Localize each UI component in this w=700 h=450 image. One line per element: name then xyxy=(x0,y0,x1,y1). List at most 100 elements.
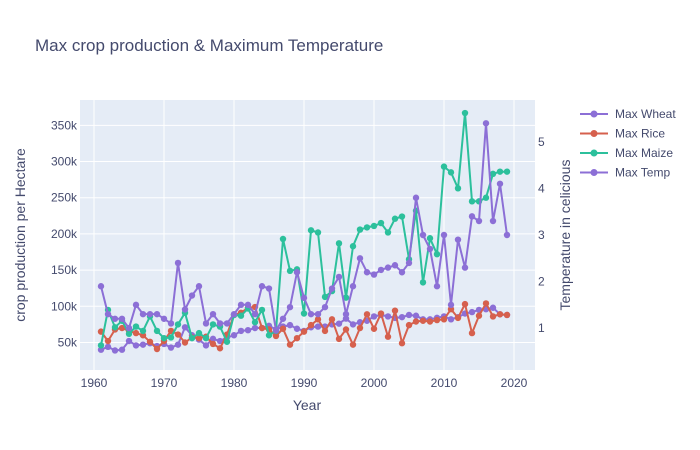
data-point xyxy=(391,307,399,314)
x-tick-label: 1980 xyxy=(221,376,248,390)
data-point xyxy=(195,283,203,290)
data-point xyxy=(496,180,504,187)
y-tick-label: 200k xyxy=(51,227,78,241)
data-point xyxy=(496,311,504,318)
data-point xyxy=(279,235,287,243)
data-point xyxy=(174,321,182,328)
legend-label: Max Wheat xyxy=(615,107,676,121)
data-point xyxy=(433,316,441,324)
data-point xyxy=(321,293,329,301)
data-point xyxy=(104,337,112,345)
data-point xyxy=(426,245,434,253)
data-point xyxy=(384,229,392,236)
x-tick-label: 2010 xyxy=(431,376,458,390)
y-axis-title: crop production per Hectare xyxy=(12,148,28,322)
data-point xyxy=(188,292,196,299)
legend-label: Max Maize xyxy=(615,146,673,160)
data-point xyxy=(405,259,413,267)
legend-swatch-marker xyxy=(590,169,598,176)
data-point xyxy=(328,316,336,323)
data-point xyxy=(349,243,357,250)
data-point xyxy=(258,306,266,314)
data-point xyxy=(489,217,497,225)
data-point xyxy=(139,341,147,348)
data-point xyxy=(209,340,217,348)
data-point xyxy=(454,236,462,243)
data-point xyxy=(370,222,378,230)
data-point xyxy=(300,294,308,302)
data-point xyxy=(370,325,378,332)
data-point xyxy=(286,267,294,275)
data-point xyxy=(244,301,252,309)
data-point xyxy=(258,324,266,332)
data-point xyxy=(447,301,455,309)
data-point xyxy=(202,334,210,342)
y-tick-label: 300k xyxy=(51,155,78,169)
data-point xyxy=(384,313,392,320)
data-point xyxy=(314,316,322,323)
data-point xyxy=(118,346,126,353)
data-point xyxy=(97,283,105,290)
data-point xyxy=(251,310,259,318)
legend-swatch-marker xyxy=(590,130,598,137)
data-point xyxy=(398,340,406,347)
data-point xyxy=(503,311,511,319)
data-point xyxy=(160,334,168,342)
data-point xyxy=(167,334,175,341)
data-point xyxy=(223,338,231,345)
data-point xyxy=(174,331,182,338)
legend-swatch-marker xyxy=(590,110,598,118)
data-point xyxy=(433,250,441,258)
data-point xyxy=(272,327,280,334)
data-point xyxy=(314,229,322,236)
data-point xyxy=(188,334,196,342)
data-point xyxy=(181,339,189,346)
legend-item[interactable]: Max Temp xyxy=(580,166,670,180)
data-point xyxy=(216,337,224,345)
data-point xyxy=(237,312,245,319)
data-point xyxy=(118,324,126,332)
data-point xyxy=(349,283,357,290)
data-point xyxy=(468,329,476,337)
data-point xyxy=(475,217,483,225)
legend-label: Max Rice xyxy=(615,127,665,141)
chart-title: Max crop production & Maximum Temperatur… xyxy=(35,36,383,55)
data-point xyxy=(370,271,378,278)
data-point xyxy=(139,327,147,335)
data-point xyxy=(489,170,497,178)
data-point xyxy=(412,318,420,325)
data-point xyxy=(153,345,161,353)
data-point xyxy=(160,315,168,322)
data-point xyxy=(132,323,140,330)
data-point xyxy=(391,262,399,269)
data-point xyxy=(335,240,343,247)
data-point xyxy=(125,324,133,332)
data-point xyxy=(356,226,364,233)
y-tick-label: 250k xyxy=(51,191,78,205)
data-point xyxy=(419,317,427,324)
y-tick-label: 150k xyxy=(51,263,78,277)
data-point xyxy=(454,185,462,192)
data-point xyxy=(412,194,420,201)
data-point xyxy=(237,327,245,335)
data-point xyxy=(426,318,434,325)
data-point xyxy=(272,332,280,340)
data-point xyxy=(447,316,455,323)
data-point xyxy=(314,310,322,318)
data-point xyxy=(286,303,294,311)
legend-item[interactable]: Max Wheat xyxy=(580,107,676,121)
data-point xyxy=(286,321,294,329)
data-point xyxy=(335,273,343,281)
data-point xyxy=(209,335,217,343)
y2-axis-ticks: 1 2 3 4 5 xyxy=(538,135,545,335)
data-point xyxy=(293,334,301,342)
legend-item[interactable]: Max Maize xyxy=(580,146,673,160)
data-point xyxy=(405,321,413,329)
data-point xyxy=(356,255,364,262)
data-point xyxy=(461,109,469,117)
data-point xyxy=(363,224,371,231)
data-point xyxy=(146,338,154,345)
data-point xyxy=(167,320,175,327)
legend-item[interactable]: Max Rice xyxy=(580,127,665,141)
legend[interactable]: Max Wheat Max Rice Max Maize Max Temp xyxy=(580,107,676,180)
